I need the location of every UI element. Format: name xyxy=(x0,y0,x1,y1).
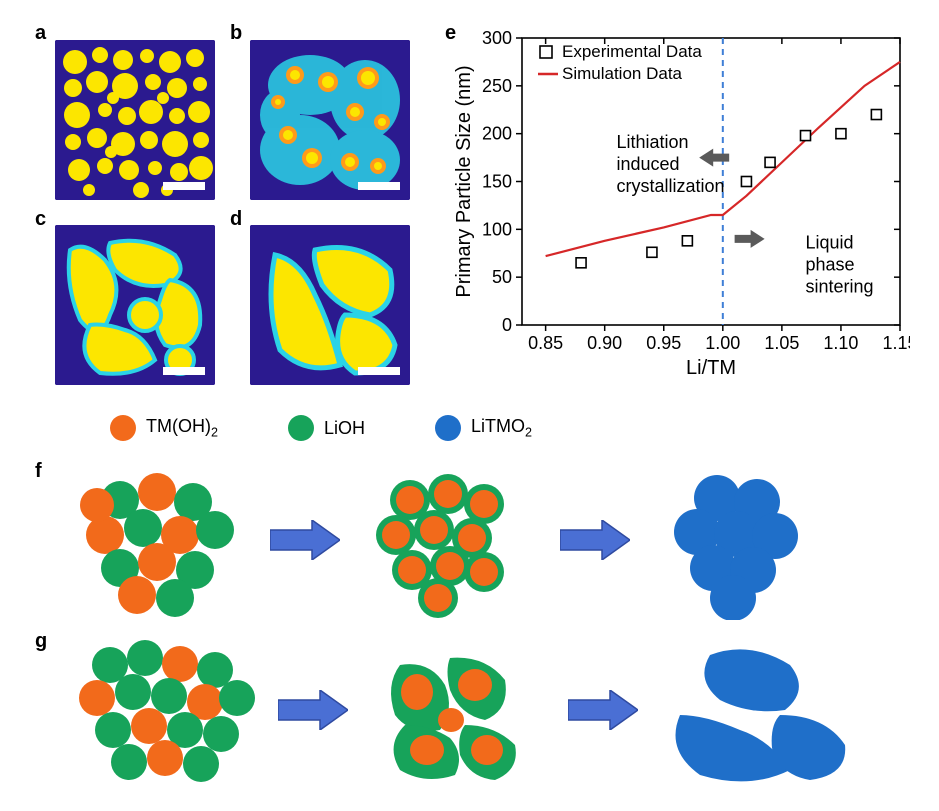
legend-dot-tmoh2 xyxy=(110,415,136,441)
arrow-g-2 xyxy=(568,690,638,730)
sim-panel-d-svg xyxy=(250,225,410,385)
panel-label-c: c xyxy=(35,208,46,231)
sim-panel-b xyxy=(250,40,410,200)
svg-text:crystallization: crystallization xyxy=(617,176,725,196)
svg-text:sintering: sintering xyxy=(806,276,874,296)
cluster-g-1 xyxy=(65,630,265,790)
svg-text:1.15: 1.15 xyxy=(882,333,910,353)
svg-text:200: 200 xyxy=(482,124,512,144)
svg-text:50: 50 xyxy=(492,267,512,287)
arrow-g-1 xyxy=(278,690,348,730)
chart-panel-e: 0 50 100 150 200 250 300 0.85 0.90 0.95 1.00 1.05 1.… xyxy=(450,20,910,380)
sim-panel-a-svg xyxy=(55,40,215,200)
legend-lioh: LiOH xyxy=(288,415,365,441)
svg-text:1.00: 1.00 xyxy=(705,333,740,353)
sim-panel-c-svg xyxy=(55,225,215,385)
material-legend: TM(OH)2 LiOH LiTMO2 xyxy=(110,415,870,441)
svg-text:0.90: 0.90 xyxy=(587,333,622,353)
legend-dot-lioh xyxy=(288,415,314,441)
cluster-g-2 xyxy=(355,630,555,790)
panel-label-a: a xyxy=(35,22,46,45)
svg-text:300: 300 xyxy=(482,28,512,48)
sim-panel-a xyxy=(55,40,215,200)
scalebar-d xyxy=(358,367,400,375)
svg-text:Primary Particle Size (nm): Primary Particle Size (nm) xyxy=(453,65,475,297)
legend-label-litmo2: LiTMO2 xyxy=(471,416,532,440)
svg-text:100: 100 xyxy=(482,219,512,239)
scalebar-a xyxy=(163,182,205,190)
scalebar-b xyxy=(358,182,400,190)
legend-label-lioh: LiOH xyxy=(324,418,365,439)
svg-text:Lithiation: Lithiation xyxy=(617,132,689,152)
legend-dot-litmo2 xyxy=(435,415,461,441)
sim-panel-d xyxy=(250,225,410,385)
cluster-f-2 xyxy=(350,460,540,620)
svg-text:induced: induced xyxy=(617,154,680,174)
svg-text:Liquid: Liquid xyxy=(806,232,854,252)
cluster-f-3 xyxy=(645,460,835,620)
panel-label-g: g xyxy=(35,630,47,653)
legend-tmoh2: TM(OH)2 xyxy=(110,415,218,441)
svg-text:0: 0 xyxy=(502,315,512,335)
legend-litmo2: LiTMO2 xyxy=(435,415,532,441)
chart-svg: 0 50 100 150 200 250 300 0.85 0.90 0.95 1.00 1.05 1.… xyxy=(450,20,910,380)
svg-text:0.85: 0.85 xyxy=(528,333,563,353)
cluster-g-3 xyxy=(650,630,860,790)
svg-text:Simulation Data: Simulation Data xyxy=(562,64,683,83)
sim-panel-c xyxy=(55,225,215,385)
svg-text:0.95: 0.95 xyxy=(646,333,681,353)
svg-text:Experimental Data: Experimental Data xyxy=(562,42,702,61)
sim-panel-b-svg xyxy=(250,40,410,200)
svg-text:250: 250 xyxy=(482,76,512,96)
svg-text:1.05: 1.05 xyxy=(764,333,799,353)
scalebar-c xyxy=(163,367,205,375)
svg-text:phase: phase xyxy=(806,254,855,274)
legend-label-tmoh2: TM(OH)2 xyxy=(146,416,218,440)
arrow-f-1 xyxy=(270,520,340,560)
cluster-f-1 xyxy=(65,460,255,620)
panel-label-b: b xyxy=(230,22,242,45)
arrow-f-2 xyxy=(560,520,630,560)
svg-text:150: 150 xyxy=(482,172,512,192)
svg-text:1.10: 1.10 xyxy=(823,333,858,353)
panel-label-d: d xyxy=(230,208,242,231)
panel-label-f: f xyxy=(35,460,42,483)
svg-text:Li/TM: Li/TM xyxy=(686,357,736,379)
figure-root: a b c d e xyxy=(20,20,919,791)
